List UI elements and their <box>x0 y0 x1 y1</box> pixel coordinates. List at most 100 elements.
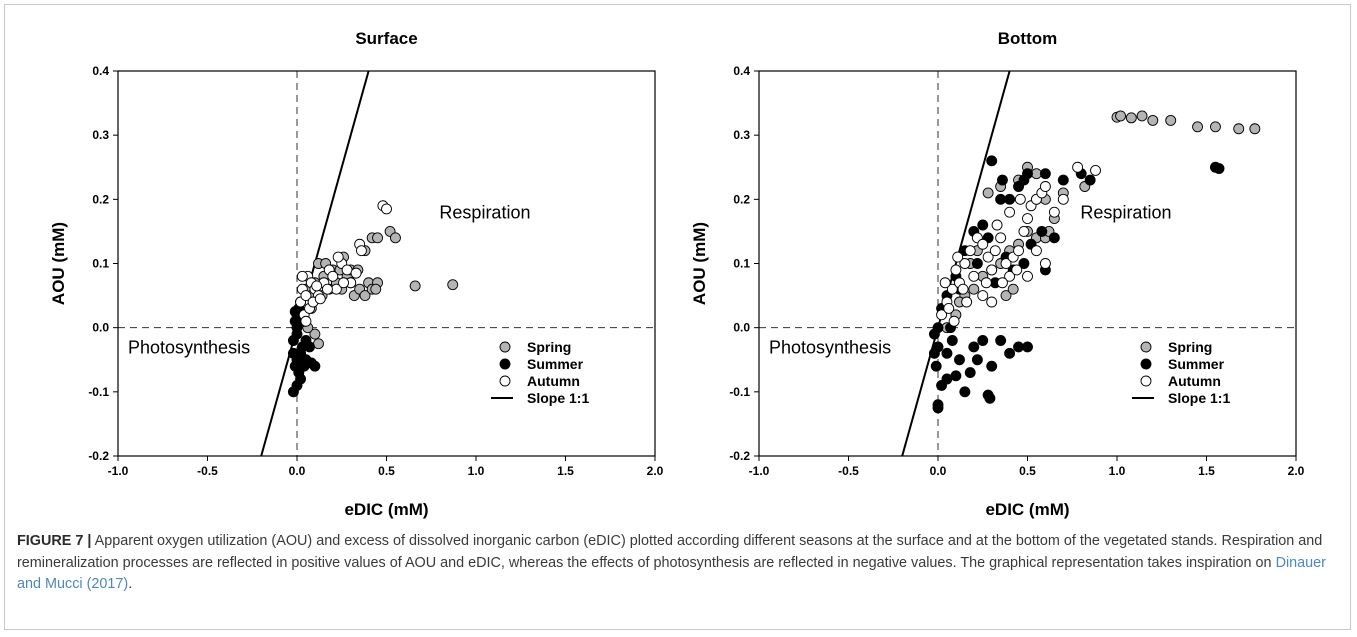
citation-link[interactable]: Dinauer and Mucci (2017) <box>17 554 1326 593</box>
autumn-point <box>961 296 973 308</box>
y-tick-label: 0.4 <box>92 64 109 78</box>
spring-point <box>1165 114 1177 126</box>
figure-label: FIGURE 7 | <box>17 533 92 549</box>
summer-point <box>1036 225 1048 237</box>
autumn-point <box>338 277 349 289</box>
photosynthesis-label: Photosynthesis <box>769 337 891 357</box>
y-tick-label: -0.2 <box>88 449 109 463</box>
autumn-point <box>381 203 392 215</box>
autumn-point <box>350 267 362 279</box>
legend-label: Autumn <box>1168 373 1221 389</box>
autumn-point <box>300 315 312 327</box>
chart-title: Bottom <box>998 29 1057 48</box>
spring-point <box>1136 110 1148 122</box>
autumn-point <box>1004 206 1016 218</box>
summer-point <box>977 335 989 346</box>
summer-point <box>1048 232 1060 244</box>
autumn-point <box>943 302 955 314</box>
autumn-point <box>321 283 333 295</box>
autumn-point <box>964 245 976 257</box>
autumn-point <box>1011 264 1023 276</box>
summer-point <box>928 347 940 359</box>
legend-marker-spring <box>499 341 511 353</box>
autumn-series <box>295 200 392 327</box>
autumn-point <box>1048 206 1060 218</box>
autumn-point <box>314 293 326 305</box>
legend-label: Slope 1:1 <box>527 390 589 406</box>
autumn-point <box>1072 161 1084 173</box>
autumn-point <box>1090 165 1101 176</box>
figure-charts: Surface -1.0 -0.5 0.0 0.5 1.0 1.5 2.0 -0.2 -0.1 0.… <box>49 29 1305 519</box>
x-tick-label: 1.0 <box>468 464 485 478</box>
x-tick-label: -0.5 <box>838 464 859 478</box>
autumn-point <box>1014 193 1026 205</box>
x-tick-label: 0.0 <box>930 464 947 478</box>
summer-point <box>959 386 971 398</box>
autumn-point <box>957 283 969 295</box>
autumn-point <box>1018 225 1030 237</box>
spring-point <box>1007 283 1019 295</box>
x-tick-label: 0.0 <box>289 464 306 478</box>
summer-point <box>964 367 976 379</box>
legend-label: Spring <box>527 339 571 355</box>
x-tick-label: -1.0 <box>749 464 770 478</box>
autumn-point <box>1013 245 1024 257</box>
spring-point <box>390 232 401 244</box>
summer-point <box>930 360 942 372</box>
spring-point <box>1209 121 1221 133</box>
autumn-point <box>995 232 1007 244</box>
autumn-point <box>1057 193 1069 205</box>
autumn-point <box>311 280 323 292</box>
autumn-point <box>948 315 960 327</box>
spring-point <box>1147 114 1159 126</box>
summer-point <box>986 155 998 167</box>
summer-point <box>968 341 980 353</box>
summer-point <box>1004 347 1016 359</box>
summer-point <box>1004 193 1016 205</box>
summer-point <box>995 335 1007 346</box>
x-tick-label: 0.5 <box>1019 464 1036 478</box>
x-tick-label: -1.0 <box>108 464 129 478</box>
x-tick-label: 1.0 <box>1109 464 1126 478</box>
surface-panel: Surface -1.0 -0.5 0.0 0.5 1.0 1.5 2.0 -0.2 -0.1 0.… <box>49 29 664 519</box>
summer-point <box>1022 168 1033 180</box>
photosynthesis-label: Photosynthesis <box>128 337 250 357</box>
autumn-point <box>296 270 308 282</box>
autumn-point <box>977 290 989 302</box>
summer-point <box>971 258 983 269</box>
legend-marker-spring <box>1140 341 1152 353</box>
autumn-point <box>952 251 964 263</box>
x-tick-label: 0.5 <box>378 464 395 478</box>
y-tick-label: -0.1 <box>88 385 109 399</box>
autumn-point <box>968 270 980 282</box>
legend-label: Spring <box>1168 339 1212 355</box>
autumn-point <box>946 283 958 295</box>
y-axis-label: AOU (mM) <box>690 222 709 305</box>
autumn-point <box>977 238 989 250</box>
autumn-point <box>300 290 312 302</box>
spring-point <box>1233 123 1245 135</box>
legend-marker-summer <box>1140 358 1152 370</box>
summer-point <box>295 347 307 359</box>
summer-point <box>1039 168 1051 180</box>
legend-label: Slope 1:1 <box>1168 390 1230 406</box>
autumn-point <box>1022 213 1033 225</box>
figure-caption: FIGURE 7 | Apparent oxygen utilization (… <box>17 531 1339 596</box>
summer-point <box>1022 341 1033 353</box>
summer-point <box>1057 174 1069 186</box>
legend-marker-summer <box>499 358 511 370</box>
summer-point <box>309 360 321 372</box>
summer-point <box>954 354 965 366</box>
autumn-point <box>332 251 344 263</box>
summer-point <box>946 335 958 346</box>
autumn-series <box>936 161 1101 327</box>
spring-point <box>447 279 459 291</box>
autumn-point <box>996 277 1008 289</box>
legend-marker-autumn <box>499 375 511 387</box>
autumn-point <box>982 251 994 263</box>
spring-point <box>1125 112 1137 124</box>
y-tick-label: 0.3 <box>92 128 109 142</box>
autumn-point <box>1000 258 1012 269</box>
y-tick-label: 0.0 <box>733 321 750 335</box>
spring-point <box>309 328 321 340</box>
